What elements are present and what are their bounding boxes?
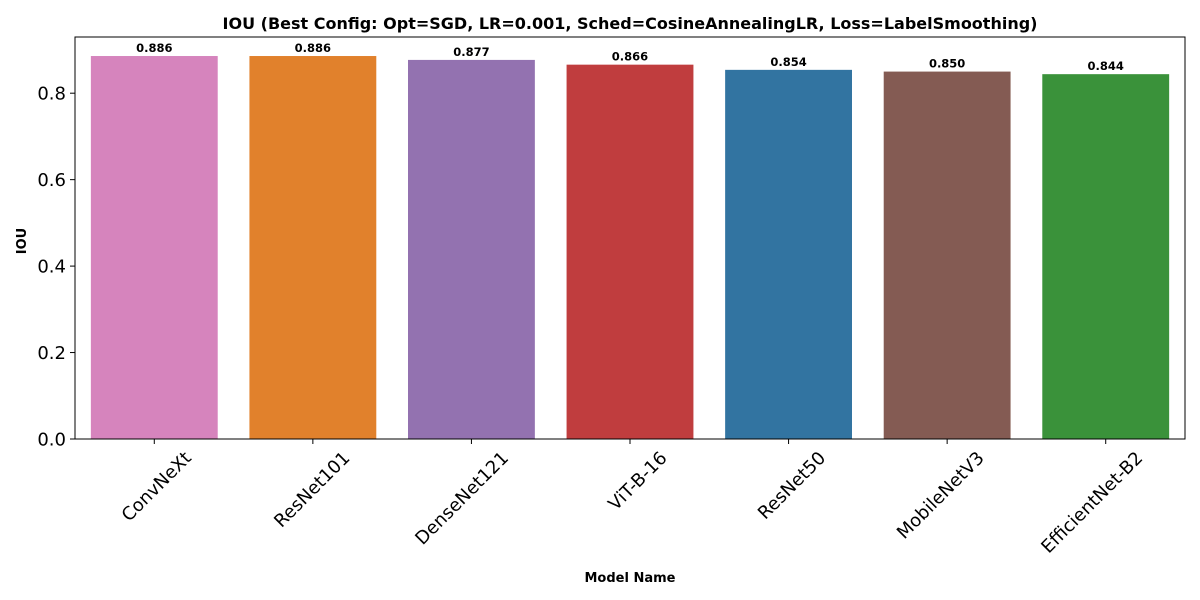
y-tick-label-2: 0.4 [37,257,66,278]
y-tick-label-4: 0.8 [37,84,66,105]
bar-6 [1042,74,1170,440]
y-axis-label: IOU [15,228,30,254]
x-tick-label-5: MobileNetV3 [893,448,989,544]
x-axis-label: Model Name [585,571,676,586]
x-tick-label-4: ResNet50 [754,448,830,524]
bar-3 [566,64,694,439]
bars-layer [90,56,1170,440]
data-label-6: 0.844 [1088,59,1124,73]
bar-4 [725,69,852,439]
bar-5 [883,71,1011,439]
x-tick-label-6: EfficientNet-B2 [1037,448,1147,558]
data-label-5: 0.850 [929,57,965,71]
y-tick-label-3: 0.6 [37,170,66,191]
data-labels-layer: 0.886 0.886 0.877 0.866 0.854 0.850 0.844 [136,41,1124,73]
y-tick-label-1: 0.2 [37,343,66,364]
data-label-2: 0.877 [453,45,489,59]
y-tick-label-0: 0.0 [37,430,66,451]
y-axis: 0.0 0.2 0.4 0.6 0.8 [37,84,75,451]
data-label-4: 0.854 [770,55,806,69]
plot-frame [74,36,1186,440]
x-tick-label-2: DenseNet121 [411,448,513,550]
data-label-3: 0.866 [612,50,648,64]
bar-1 [249,56,377,440]
bar-0 [90,56,218,440]
x-axis: ConvNeXt ResNet101 DenseNet121 ViT-B-16 ResN… [118,439,1147,558]
chart-title: IOU (Best Config: Opt=SGD, LR=0.001, Sch… [223,14,1038,33]
x-tick-label-1: ResNet101 [270,448,354,532]
x-tick-label-3: ViT-B-16 [604,448,671,515]
bar-2 [408,59,535,439]
x-tick-label-0: ConvNeXt [118,448,196,526]
data-label-1: 0.886 [295,41,331,55]
data-label-0: 0.886 [136,41,172,55]
